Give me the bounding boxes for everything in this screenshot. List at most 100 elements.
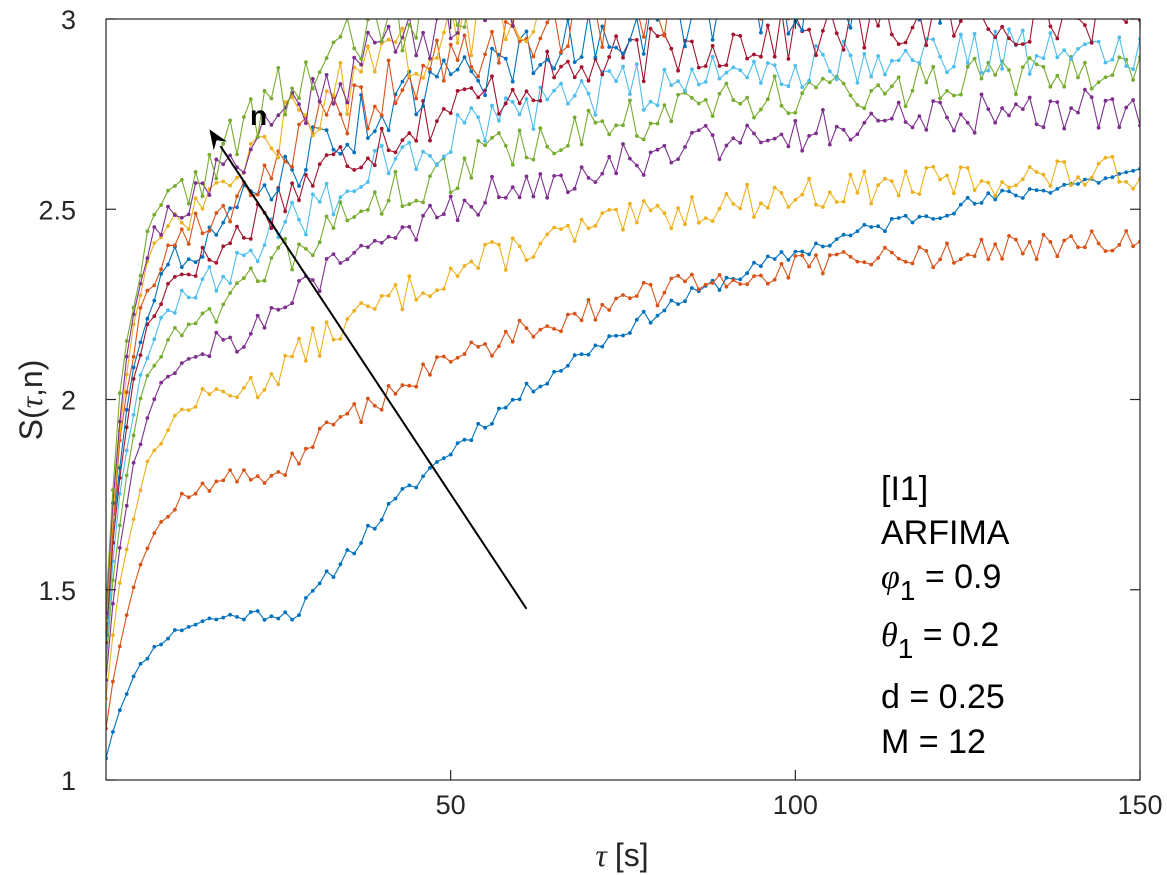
series-point: [786, 57, 791, 61]
series-point: [938, 177, 942, 182]
series-point: [1117, 125, 1122, 130]
series-point: [166, 308, 170, 313]
series-point: [173, 507, 177, 512]
series-point: [1055, 36, 1060, 41]
series-point: [924, 127, 929, 132]
series-point: [821, 271, 825, 276]
series-point: [634, 294, 639, 298]
series-point: [221, 220, 226, 225]
series-point: [159, 267, 164, 272]
series-point: [304, 168, 308, 172]
series-point: [400, 145, 405, 150]
series-point: [214, 181, 219, 185]
series-point: [848, 254, 853, 259]
series-point: [310, 588, 315, 593]
series-point: [200, 231, 205, 236]
series-point: [752, 215, 756, 219]
series-point: [117, 491, 122, 496]
series-point: [145, 229, 150, 234]
series-point: [366, 208, 370, 212]
series-point: [138, 293, 143, 298]
series-point: [607, 334, 612, 339]
series-point: [593, 55, 598, 60]
series-point: [345, 100, 350, 105]
series-point: [965, 120, 970, 125]
series-point: [193, 321, 198, 326]
series-point: [359, 209, 363, 214]
series-point: [1124, 170, 1129, 175]
series-point: [269, 226, 274, 231]
series-point: [731, 202, 736, 206]
series-point: [1131, 244, 1135, 249]
series-point: [221, 274, 226, 279]
series-point: [717, 273, 722, 277]
series-point: [297, 108, 301, 112]
series-point: [896, 100, 901, 105]
anno-tag: [I1]: [881, 470, 928, 508]
series-point: [855, 190, 860, 195]
anno-theta: θ1 = 0.2: [881, 616, 999, 664]
series-point: [166, 428, 170, 432]
series-point: [338, 415, 343, 419]
series-point: [765, 206, 770, 210]
series-point: [407, 74, 412, 78]
series-point: [917, 214, 922, 219]
series-point: [965, 195, 970, 200]
series-point: [1117, 55, 1122, 60]
series-point: [235, 175, 239, 180]
series-point: [724, 63, 729, 67]
series-point: [393, 50, 398, 54]
series-point: [614, 171, 618, 176]
series-point: [297, 217, 301, 222]
series-point: [372, 149, 377, 153]
series-point: [179, 407, 184, 412]
series-point: [903, 213, 908, 218]
series-point: [676, 68, 680, 73]
series-point: [545, 20, 550, 25]
series-point: [552, 88, 556, 93]
series-point: [1083, 177, 1087, 182]
series-point: [896, 75, 901, 80]
series-point: [366, 30, 370, 35]
series-point: [731, 98, 736, 102]
series-point: [304, 121, 308, 126]
series-point: [421, 474, 425, 479]
series-point: [490, 174, 494, 179]
series-point: [869, 111, 874, 116]
series-point: [869, 88, 874, 93]
series-point: [269, 176, 274, 181]
series-point: [235, 224, 239, 229]
series-point: [297, 461, 301, 466]
series-point: [793, 254, 798, 258]
series-point: [772, 63, 777, 67]
series-point: [1131, 98, 1135, 102]
series-point: [455, 23, 460, 27]
series-point: [324, 89, 329, 94]
series-point: [469, 438, 474, 443]
series-point: [207, 265, 212, 269]
series-point: [800, 28, 805, 33]
series-point: [331, 40, 336, 45]
series-point: [435, 119, 439, 123]
series-point: [193, 181, 198, 185]
series-point: [490, 29, 494, 34]
series-point: [497, 118, 501, 123]
series-point: [131, 413, 136, 417]
series-point: [517, 397, 522, 402]
series-point: [883, 245, 887, 250]
series-point: [393, 156, 398, 161]
series-point: [745, 56, 749, 61]
series-point: [669, 46, 674, 51]
series-point: [345, 189, 350, 194]
series-point: [269, 306, 274, 310]
series-point: [441, 212, 446, 217]
series-point: [255, 395, 260, 400]
series-point: [421, 200, 425, 205]
y-tick-label: 2: [61, 386, 76, 416]
series-point: [297, 336, 301, 341]
series-n=6: [106, 27, 1140, 656]
series-point: [752, 131, 756, 136]
series-point: [476, 115, 481, 120]
series-point: [903, 48, 908, 53]
series-point: [166, 374, 170, 379]
